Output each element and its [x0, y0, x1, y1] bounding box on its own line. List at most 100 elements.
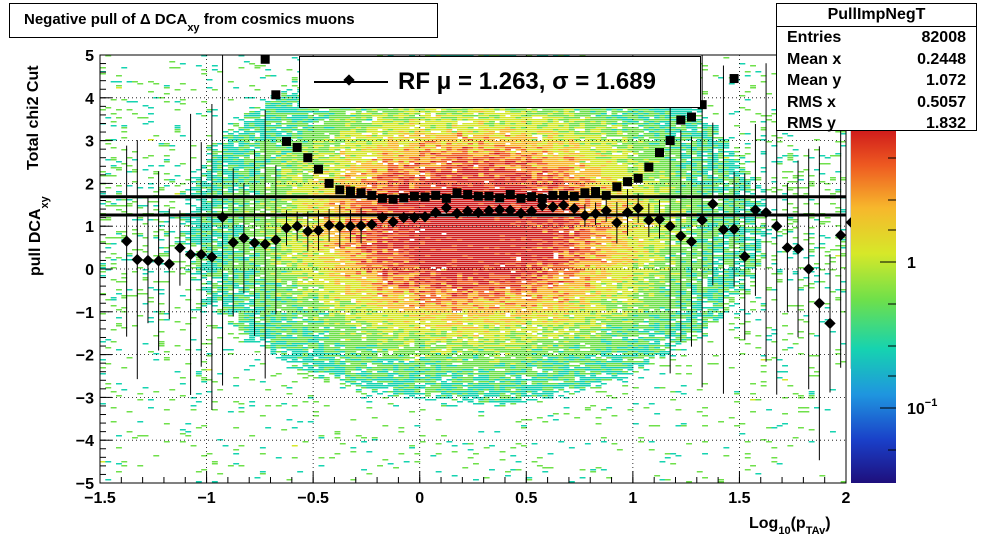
heatmap-cell [249, 111, 256, 113]
heatmap-cell [259, 309, 266, 311]
heatmap-cell [371, 245, 378, 247]
heatmap-cell [339, 183, 346, 185]
heatmap-cell [297, 131, 304, 133]
heatmap-cell [329, 277, 335, 279]
heatmap-cell [371, 311, 378, 313]
heatmap-cell [307, 375, 314, 377]
heatmap-cell [382, 337, 389, 339]
heatmap-cell [345, 173, 351, 175]
heatmap-cell [254, 199, 261, 201]
heatmap-cell [121, 327, 128, 329]
heatmap-cell [366, 151, 373, 153]
heatmap-cell [222, 191, 229, 193]
heatmap-cell [211, 401, 218, 403]
heatmap-cell [371, 241, 378, 243]
heatmap-cell [211, 283, 218, 285]
heatmap-cell [201, 185, 208, 187]
heatmap-cell [116, 447, 122, 449]
heatmap-cell [297, 273, 304, 275]
heatmap-cell [201, 379, 208, 381]
heatmap-cell [297, 201, 304, 203]
heatmap-cell [201, 283, 208, 285]
heatmap-cell [355, 325, 362, 327]
heatmap-cell [126, 101, 133, 103]
heatmap-cell [307, 239, 314, 241]
heatmap-cell [334, 321, 341, 323]
heatmap-cell [281, 269, 288, 271]
heatmap-cell [297, 113, 304, 115]
heatmap-cell [206, 193, 213, 195]
heatmap-cell [323, 243, 330, 245]
heatmap-cell [179, 83, 186, 85]
heatmap-cell [227, 143, 234, 145]
heatmap-cell [281, 119, 288, 121]
heatmap-cell [233, 163, 240, 165]
heatmap-cell [110, 113, 117, 115]
heatmap-cell [265, 317, 272, 319]
heatmap-cell [227, 265, 234, 267]
heatmap-cell [254, 253, 261, 255]
heatmap-cell [323, 381, 330, 383]
heatmap-cell [350, 141, 357, 143]
heatmap-cell [291, 243, 298, 245]
heatmap-cell [249, 339, 256, 341]
heatmap-cell [323, 257, 330, 259]
heatmap-cell [265, 287, 272, 289]
heatmap-cell [270, 125, 277, 127]
heatmap-cell [233, 307, 240, 309]
heatmap-cell [100, 313, 106, 315]
heatmap-cell [249, 153, 256, 155]
heatmap-cell [371, 307, 378, 309]
heatmap-cell [291, 457, 298, 459]
heatmap-cell [329, 253, 335, 255]
heatmap-cell [323, 169, 330, 171]
heatmap-cell [270, 225, 277, 227]
heatmap-cell [334, 305, 341, 307]
heatmap-cell [265, 263, 272, 265]
heatmap-cell [297, 109, 304, 111]
heatmap-cell [313, 251, 319, 253]
heatmap-cell [291, 109, 298, 111]
heatmap-cell [286, 361, 293, 363]
heatmap-cell [254, 159, 261, 161]
heatmap-cell [233, 123, 240, 125]
heatmap-cell [297, 329, 304, 331]
heatmap-cell [302, 135, 309, 137]
heatmap-cell [211, 161, 218, 163]
heatmap-cell [345, 285, 351, 287]
heatmap-cell [265, 143, 272, 145]
heatmap-cell [110, 205, 117, 207]
heatmap-cell [318, 203, 325, 205]
heatmap-cell [323, 267, 330, 269]
heatmap-cell [275, 267, 282, 269]
heatmap-cell [329, 361, 335, 363]
heatmap-cell [217, 373, 224, 375]
heatmap-cell [345, 125, 351, 127]
heatmap-cell [334, 337, 341, 339]
heatmap-cell [286, 217, 293, 219]
heatmap-cell [238, 273, 245, 275]
heatmap-cell [174, 89, 181, 91]
heatmap-cell [270, 121, 277, 123]
heatmap-cell [371, 321, 378, 323]
heatmap-cell [387, 377, 394, 379]
heatmap-cell [318, 185, 325, 187]
heatmap-cell [211, 165, 218, 167]
heatmap-cell [259, 313, 266, 315]
heatmap-cell [323, 349, 330, 351]
heatmap-cell [318, 321, 325, 323]
heatmap-cell [350, 333, 357, 335]
heatmap-cell [265, 139, 272, 141]
heatmap-cell [153, 135, 160, 137]
heatmap-cell [382, 207, 389, 209]
heatmap-cell [313, 339, 319, 341]
heatmap-cell [249, 321, 256, 323]
heatmap-cell [323, 241, 330, 243]
heatmap-cell [222, 243, 229, 245]
heatmap-cell [217, 155, 224, 157]
heatmap-cell [201, 263, 208, 265]
heatmap-cell [334, 365, 341, 367]
heatmap-cell [361, 163, 367, 165]
heatmap-cell [302, 167, 309, 169]
heatmap-cell [217, 225, 224, 227]
